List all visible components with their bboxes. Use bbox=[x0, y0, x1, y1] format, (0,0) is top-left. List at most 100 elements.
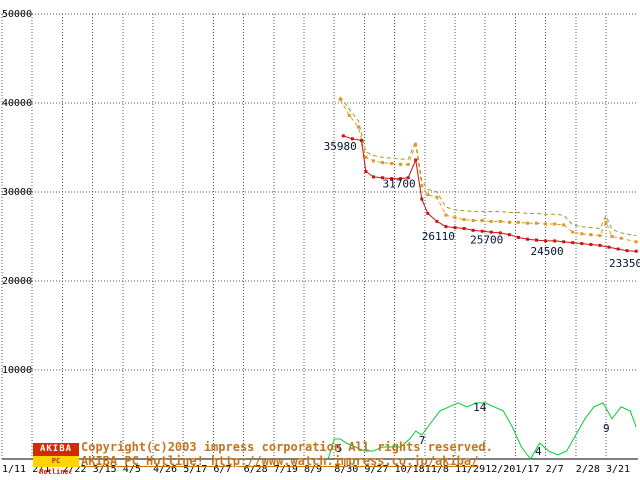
data-point-marker bbox=[453, 216, 457, 220]
x-tick-label: 4/5 bbox=[123, 464, 141, 475]
data-point-marker bbox=[372, 175, 375, 179]
data-point-marker bbox=[471, 219, 475, 222]
y-tick-label: 20000 bbox=[2, 276, 32, 287]
data-point-marker bbox=[544, 222, 548, 226]
data-point-marker bbox=[480, 219, 484, 222]
x-tick-label: 4/26 bbox=[153, 464, 177, 475]
data-point-marker bbox=[580, 232, 584, 236]
data-point-marker bbox=[498, 231, 502, 235]
value-label: 35980 bbox=[324, 140, 357, 153]
data-point-marker bbox=[462, 227, 466, 230]
value-label: 9 bbox=[603, 422, 610, 435]
logo-akiba-text: AKIBA bbox=[33, 443, 79, 456]
value-label: 25700 bbox=[470, 234, 503, 247]
x-tick-label: 3/15 bbox=[93, 464, 117, 475]
x-tick-label: 7/19 bbox=[274, 464, 298, 475]
data-point-marker bbox=[420, 197, 424, 201]
data-point-marker bbox=[553, 239, 557, 243]
data-point-marker bbox=[553, 222, 557, 226]
data-point-marker bbox=[516, 220, 520, 224]
data-point-marker bbox=[372, 159, 375, 163]
akiba-pc-hotline-logo: AKIBA PC Hotline! bbox=[33, 443, 79, 476]
x-tick-label: 6/7 bbox=[213, 464, 231, 475]
y-tick-label: 40000 bbox=[2, 98, 32, 109]
data-point-marker bbox=[535, 238, 538, 242]
data-point-marker bbox=[571, 230, 575, 234]
x-tick-label: 9/27 bbox=[364, 464, 388, 475]
data-point-marker bbox=[364, 170, 368, 173]
data-point-marker bbox=[462, 218, 466, 222]
data-point-marker bbox=[338, 97, 342, 101]
logo-pc-hotline-text: PC Hotline! bbox=[33, 456, 79, 476]
x-tick-label: 2/28 bbox=[576, 464, 600, 475]
data-point-marker bbox=[634, 240, 638, 244]
data-point-marker bbox=[489, 230, 493, 234]
data-point-marker bbox=[616, 247, 620, 251]
value-label: 4 bbox=[535, 445, 542, 458]
data-point-marker bbox=[444, 225, 448, 229]
data-point-marker bbox=[607, 245, 611, 249]
data-point-marker bbox=[414, 143, 418, 147]
series-highest_price bbox=[339, 96, 637, 237]
data-point-marker bbox=[480, 229, 484, 233]
data-point-marker bbox=[544, 239, 548, 243]
y-tick-label: 30000 bbox=[2, 187, 32, 198]
data-point-marker bbox=[406, 162, 410, 166]
x-tick-label: 6/28 bbox=[244, 464, 268, 475]
data-point-marker bbox=[498, 219, 502, 223]
data-point-marker bbox=[347, 114, 351, 117]
data-point-marker bbox=[526, 221, 529, 225]
x-tick-label: 3/21 bbox=[606, 464, 630, 475]
data-point-marker bbox=[634, 249, 638, 253]
y-tick-label: 10000 bbox=[2, 365, 32, 376]
data-point-marker bbox=[414, 158, 418, 162]
data-point-marker bbox=[610, 235, 614, 238]
data-point-marker bbox=[435, 219, 439, 223]
x-tick-label: 12/20 bbox=[485, 464, 515, 475]
site-url-text: AKIBA PC Hotline! http://www.watch.impre… bbox=[81, 454, 479, 468]
value-label: 24500 bbox=[531, 245, 564, 258]
x-tick-label: 1/11 bbox=[2, 464, 26, 475]
x-tick-label: 2/22 bbox=[62, 464, 86, 475]
data-point-marker bbox=[453, 226, 457, 230]
x-tick-label: 5/17 bbox=[183, 464, 207, 475]
value-label: 14 bbox=[473, 401, 487, 414]
data-point-marker bbox=[571, 241, 575, 245]
data-point-marker bbox=[406, 176, 410, 180]
data-point-marker bbox=[390, 177, 394, 181]
series-average_price bbox=[339, 99, 637, 243]
value-label: 7 bbox=[419, 434, 426, 447]
copyright-text: Copyright(c)2003 impress corporation All… bbox=[81, 440, 493, 454]
data-point-marker bbox=[471, 228, 475, 232]
data-point-marker bbox=[489, 219, 493, 223]
data-point-marker bbox=[589, 243, 593, 246]
x-tick-label: 11/8 bbox=[425, 464, 449, 475]
value-label: 5 bbox=[336, 442, 343, 455]
data-point-marker bbox=[444, 213, 448, 217]
data-point-marker bbox=[598, 234, 602, 238]
data-point-marker bbox=[589, 233, 593, 237]
data-point-marker bbox=[356, 125, 360, 129]
data-point-marker bbox=[426, 211, 430, 215]
data-point-marker bbox=[426, 193, 430, 197]
x-tick-label: 11/29 bbox=[455, 464, 485, 475]
data-point-marker bbox=[604, 220, 608, 224]
data-point-marker bbox=[625, 249, 629, 253]
data-point-marker bbox=[507, 233, 511, 237]
x-tick-label: 2/7 bbox=[546, 464, 564, 475]
data-point-marker bbox=[535, 221, 538, 225]
x-tick-label: 10/18 bbox=[395, 464, 425, 475]
data-point-marker bbox=[562, 240, 566, 244]
data-point-marker bbox=[435, 195, 439, 199]
data-point-marker bbox=[341, 134, 345, 138]
data-point-marker bbox=[598, 243, 602, 247]
data-point-marker bbox=[562, 223, 566, 227]
data-point-marker bbox=[390, 162, 394, 165]
data-point-marker bbox=[381, 176, 384, 180]
x-tick-label: 1/17 bbox=[515, 464, 539, 475]
x-tick-label: 8/9 bbox=[304, 464, 322, 475]
data-point-marker bbox=[420, 184, 424, 188]
gridlines bbox=[1, 13, 638, 460]
